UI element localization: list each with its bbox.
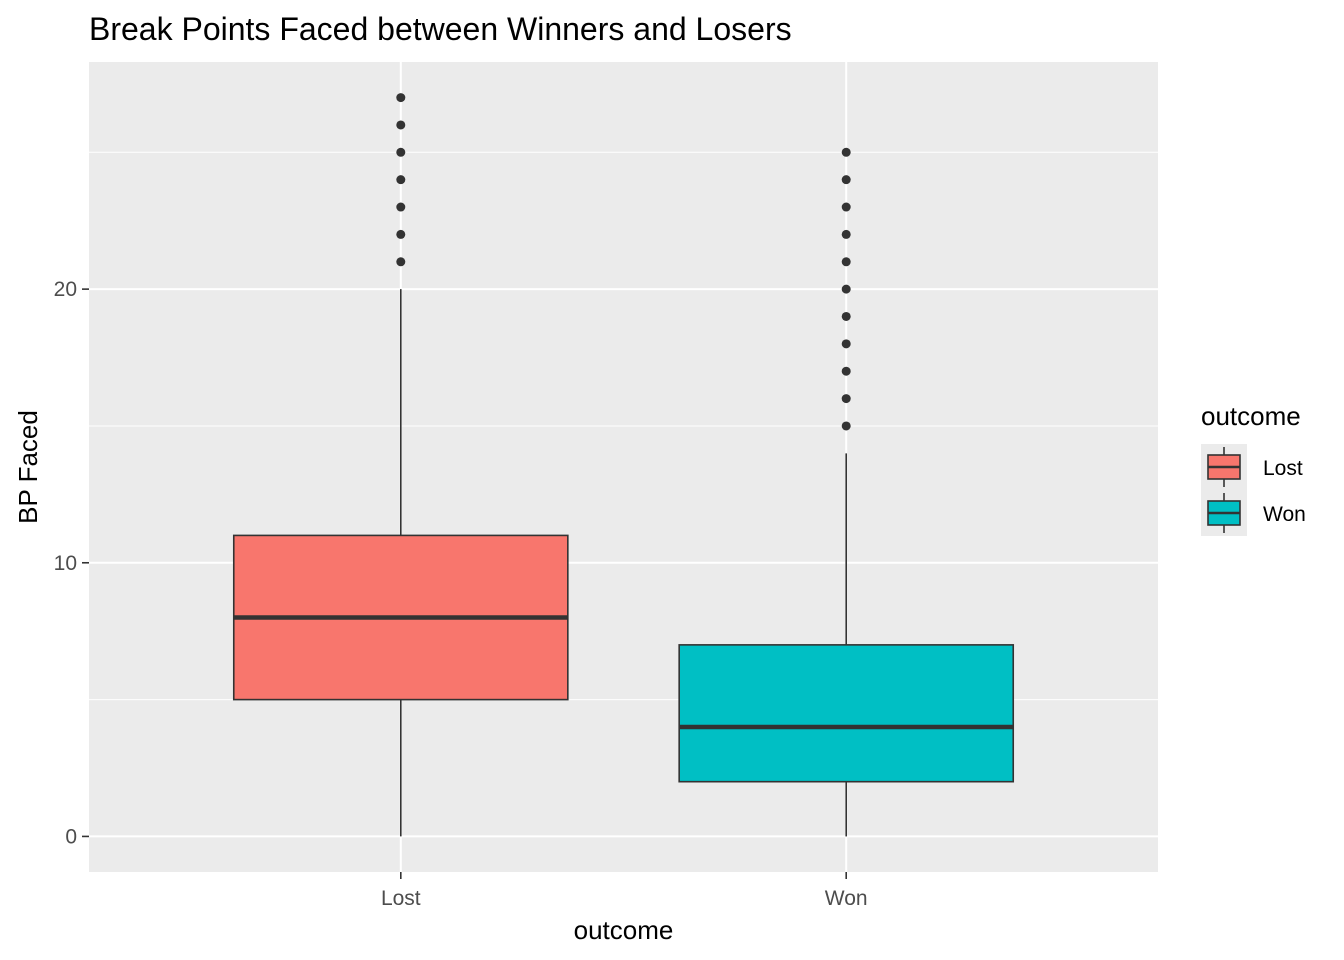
- legend-title: outcome: [1201, 401, 1301, 431]
- chart-title: Break Points Faced between Winners and L…: [89, 11, 792, 47]
- outlier-point: [396, 202, 406, 212]
- outlier-point: [396, 120, 406, 130]
- boxes: [232, 93, 1015, 837]
- y-tick-label: 20: [54, 278, 77, 301]
- x-tick-label: Lost: [381, 887, 421, 910]
- outlier-point: [841, 339, 851, 349]
- outlier-point: [841, 175, 851, 185]
- legend-item-lost: Lost: [1201, 444, 1303, 490]
- iqr-box: [678, 644, 1015, 783]
- outlier-point: [396, 175, 406, 185]
- outlier-point: [396, 257, 406, 267]
- legend-item-won: Won: [1201, 490, 1306, 536]
- outlier-point: [841, 311, 851, 321]
- legend-label: Won: [1263, 503, 1306, 526]
- outlier-point: [841, 257, 851, 267]
- box-won: [678, 147, 1015, 837]
- outlier-point: [396, 229, 406, 239]
- axes: 0 10 20 Lost Won: [54, 278, 868, 910]
- x-tick-label: Won: [825, 887, 868, 910]
- outlier-point: [841, 202, 851, 212]
- outlier-point: [841, 366, 851, 376]
- outlier-point: [396, 147, 406, 157]
- y-axis-title: BP Faced: [13, 410, 43, 524]
- outlier-point: [841, 421, 851, 431]
- x-axis-title: outcome: [574, 915, 674, 945]
- outlier-point: [396, 93, 406, 103]
- legend-label: Lost: [1263, 457, 1303, 480]
- legend: outcome Lost Won: [1201, 401, 1306, 536]
- box-lost: [232, 93, 569, 837]
- y-tick-label: 10: [54, 552, 77, 575]
- outlier-point: [841, 229, 851, 239]
- outlier-point: [841, 147, 851, 157]
- outlier-point: [841, 284, 851, 294]
- outlier-point: [841, 394, 851, 404]
- y-tick-label: 0: [65, 825, 77, 848]
